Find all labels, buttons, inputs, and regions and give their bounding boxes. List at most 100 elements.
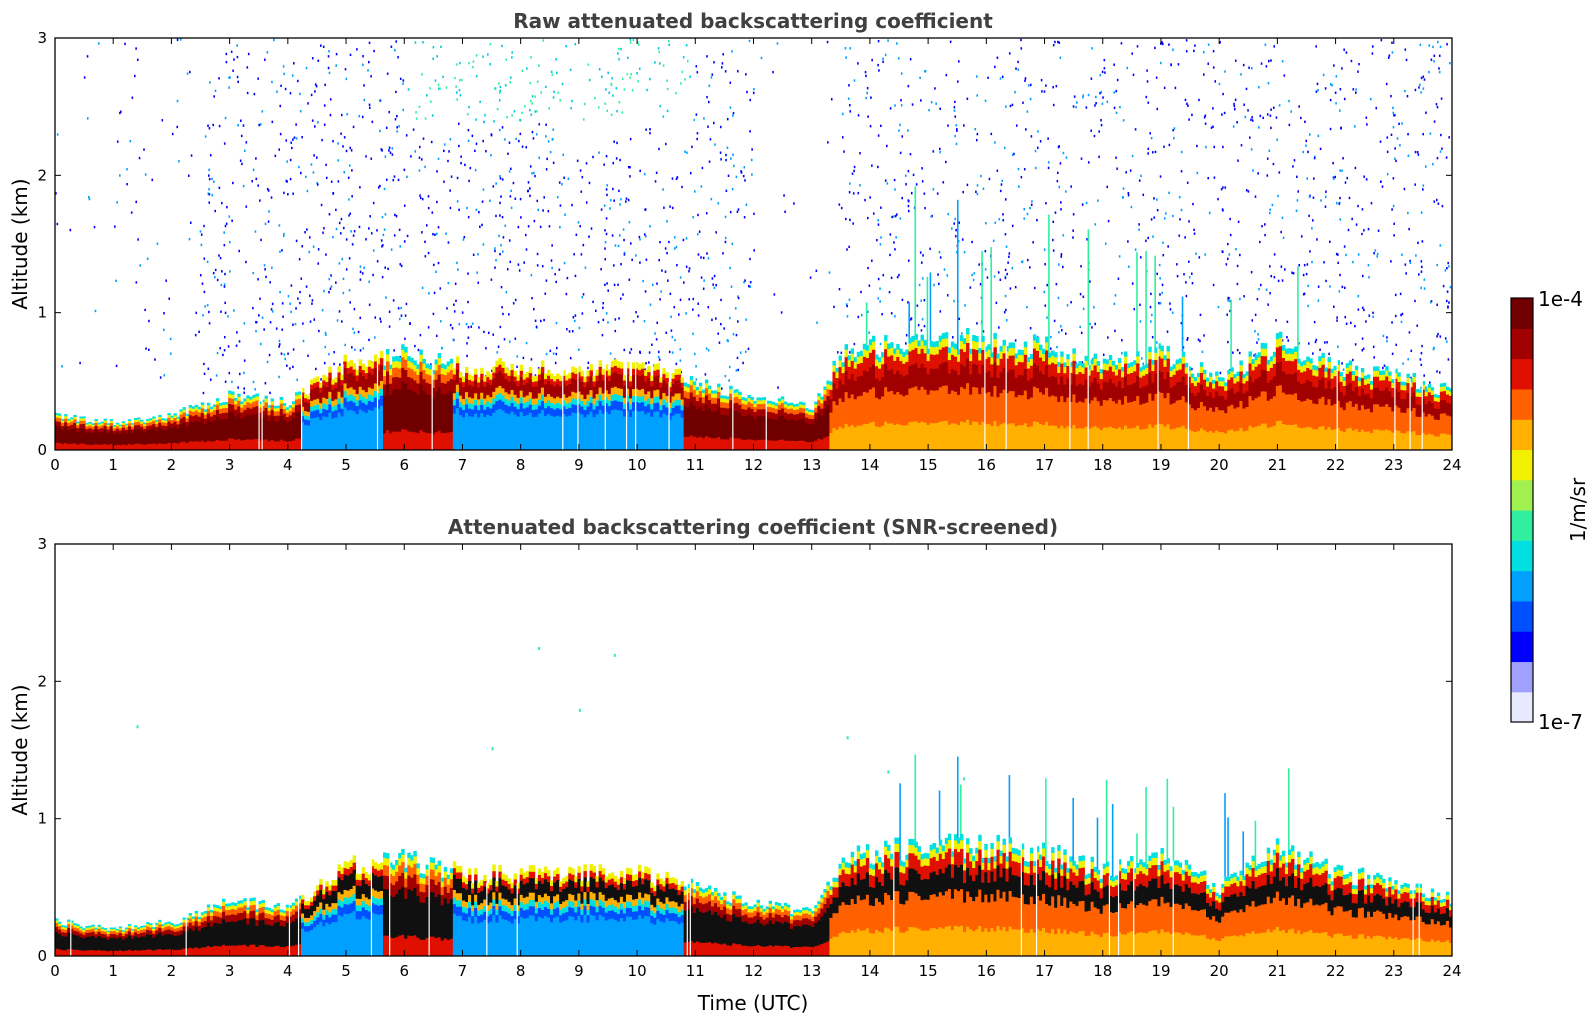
backscatter-cell [258, 440, 262, 450]
backscatter-cell [264, 402, 268, 408]
noise-pixel [1419, 83, 1421, 86]
noise-pixel [1365, 178, 1368, 181]
backscatter-cell [1023, 346, 1028, 355]
noise-pixel [1393, 222, 1396, 226]
backscatter-cell [987, 356, 991, 371]
backscatter-cell [534, 409, 539, 417]
backscatter-cell [200, 404, 205, 409]
backscatter-cell [820, 403, 824, 409]
backscatter-cell [783, 412, 788, 419]
backscatter-cell [947, 393, 952, 425]
noise-pixel [1341, 285, 1344, 289]
noise-pixel [517, 225, 520, 229]
backscatter-cell [118, 444, 123, 450]
noise-pixel [590, 227, 593, 230]
backscatter-cell [136, 443, 141, 450]
noise-pixel [546, 157, 548, 161]
noise-pixel [208, 127, 211, 130]
backscatter-cell [510, 411, 514, 450]
backscatter-cell [495, 409, 499, 450]
backscatter-cell [963, 422, 967, 450]
noise-pixel [1029, 83, 1032, 87]
noise-pixel [388, 310, 391, 313]
backscatter-cell [920, 340, 924, 349]
backscatter-cell [413, 371, 417, 381]
backscatter-cell [115, 426, 120, 430]
backscatter-cell [106, 432, 111, 445]
noise-pixel [1050, 335, 1052, 339]
backscatter-cell [792, 409, 797, 415]
noise-pixel [203, 290, 206, 294]
backscatter-cell [953, 423, 958, 450]
noise-pixel [1017, 167, 1020, 171]
noise-pixel [1333, 64, 1335, 67]
noise-pixel [719, 322, 722, 326]
backscatter-cell [975, 336, 979, 343]
backscatter-cell [592, 376, 596, 382]
backscatter-cell [695, 390, 700, 395]
backscatter-cell [735, 410, 739, 439]
backscatter-cell [158, 427, 162, 444]
backscatter-cell [917, 389, 921, 423]
noise-pixel [521, 145, 524, 148]
noise-pixel [1204, 114, 1207, 117]
noise-pixel [495, 259, 497, 262]
noise-pixel [1372, 345, 1375, 349]
noise-pixel [1131, 154, 1134, 158]
backscatter-cell [343, 361, 347, 369]
noise-pixel [476, 271, 478, 274]
noise-pixel [1184, 236, 1186, 239]
noise-pixel [1354, 166, 1357, 170]
backscatter-cell [528, 372, 533, 379]
noise-pixel [521, 111, 523, 115]
noise-pixel [899, 151, 902, 155]
backscatter-cell [905, 354, 909, 362]
backscatter-cell [1130, 401, 1134, 429]
backscatter-cell [55, 414, 59, 418]
noise-pixel [384, 155, 387, 158]
backscatter-cell [471, 398, 475, 405]
backscatter-cell [504, 398, 508, 405]
noise-pixel [581, 312, 584, 315]
noise-pixel [1156, 272, 1159, 276]
noise-pixel [879, 300, 882, 303]
backscatter-cell [856, 351, 861, 358]
noise-pixel [1437, 40, 1439, 44]
noise-pixel [498, 128, 501, 132]
noise-pixel [79, 361, 81, 365]
noise-pixel [900, 99, 902, 102]
noise-pixel [1254, 352, 1257, 356]
noise-pixel [94, 309, 97, 313]
noise-pixel [1196, 144, 1198, 148]
backscatter-cell [1005, 371, 1010, 394]
backscatter-cell [1087, 386, 1092, 404]
noise-pixel [449, 137, 452, 141]
backscatter-cell [203, 418, 208, 424]
backscatter-cell [799, 418, 803, 441]
backscatter-cell [1142, 369, 1146, 376]
backscatter-cell [1133, 382, 1137, 401]
backscatter-cell [386, 361, 390, 372]
noise-pixel [1062, 265, 1064, 269]
backscatter-cell [808, 418, 812, 425]
backscatter-cell [446, 432, 451, 450]
backscatter-cell [981, 341, 985, 350]
backscatter-cell [203, 441, 208, 450]
noise-pixel [639, 350, 641, 354]
backscatter-cell [765, 417, 770, 441]
backscatter-cell [300, 392, 305, 397]
backscatter-cell [619, 362, 624, 369]
noise-pixel [1060, 255, 1063, 258]
backscatter-cell [270, 401, 275, 405]
backscatter-cell [170, 443, 174, 450]
backscatter-cell [370, 374, 375, 389]
noise-pixel [935, 102, 937, 105]
noise-pixel [565, 292, 568, 296]
backscatter-cell [1060, 425, 1064, 450]
backscatter-cell [519, 390, 524, 398]
backscatter-cell [805, 410, 809, 414]
noise-pixel [897, 57, 900, 60]
backscatter-cell [79, 443, 83, 450]
backscatter-cell [601, 413, 606, 450]
noise-pixel [853, 342, 856, 346]
